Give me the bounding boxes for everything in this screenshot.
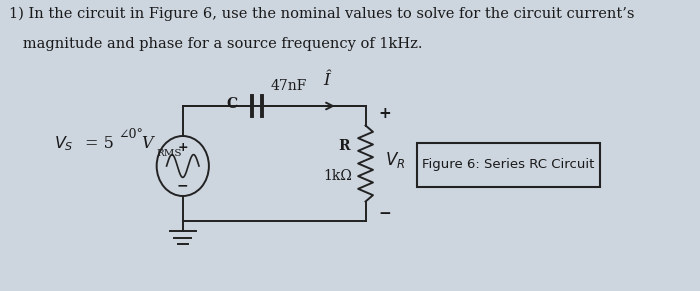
Text: C: C	[227, 97, 237, 111]
Text: R: R	[338, 139, 349, 152]
Text: ∠0°: ∠0°	[118, 127, 144, 141]
Text: 1kΩ: 1kΩ	[323, 168, 352, 182]
Text: Figure 6: Series RC Circuit: Figure 6: Series RC Circuit	[422, 158, 594, 171]
Text: 47nF: 47nF	[271, 79, 307, 93]
Text: V: V	[141, 136, 153, 152]
Text: $V_S$: $V_S$	[54, 135, 74, 153]
Text: 1) In the circuit in Figure 6, use the nominal values to solve for the circuit c: 1) In the circuit in Figure 6, use the n…	[8, 7, 634, 22]
Text: RMS: RMS	[157, 148, 182, 157]
Text: = 5: = 5	[85, 136, 114, 152]
Text: Î: Î	[323, 72, 330, 89]
Text: −: −	[378, 207, 391, 221]
Text: $V_R$: $V_R$	[385, 150, 405, 169]
Text: +: +	[378, 106, 391, 120]
Text: +: +	[178, 141, 188, 154]
FancyBboxPatch shape	[417, 143, 600, 187]
Text: magnitude and phase for a source frequency of 1kHz.: magnitude and phase for a source frequen…	[8, 37, 422, 51]
Text: −: −	[177, 178, 188, 193]
